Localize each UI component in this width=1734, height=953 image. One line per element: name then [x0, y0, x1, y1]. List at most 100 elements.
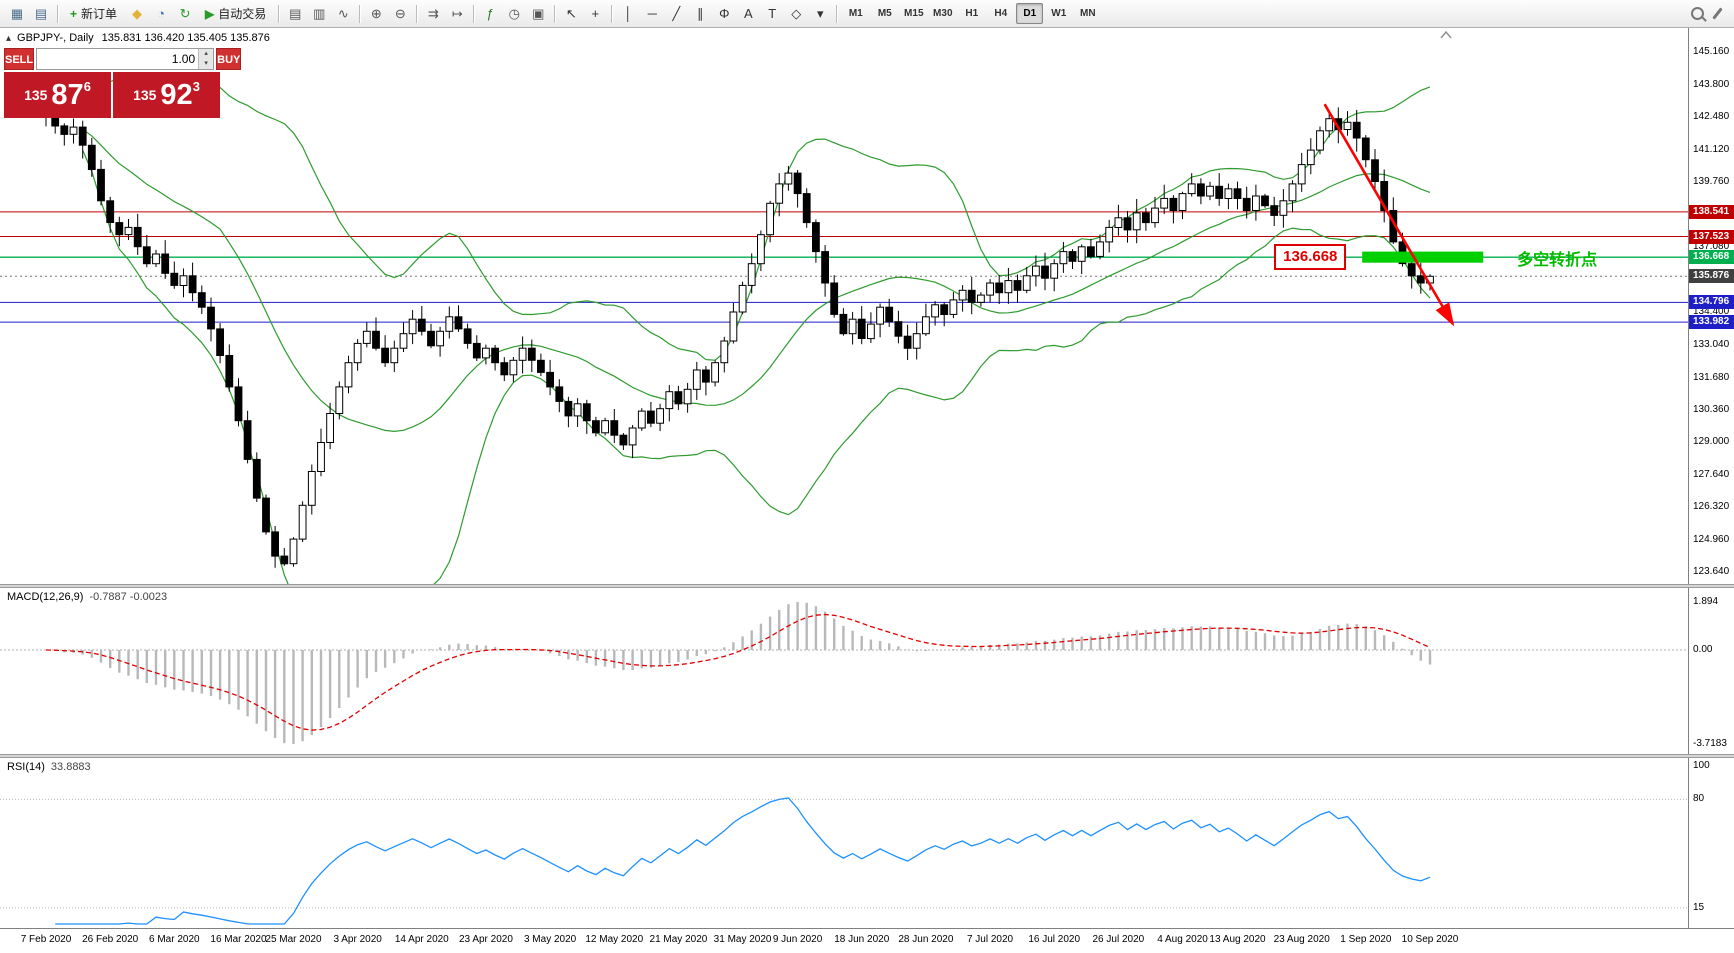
price-tick: 139.760 — [1693, 176, 1730, 188]
candle-body — [802, 193, 811, 224]
refresh-icon[interactable]: ↻ — [179, 5, 191, 21]
search-icon[interactable] — [1691, 7, 1704, 20]
candle-body — [216, 328, 224, 356]
zoom-in-icon[interactable]: ⊕ — [370, 5, 382, 21]
candle-body — [1416, 275, 1425, 284]
candle-body — [537, 359, 545, 373]
candle-body — [848, 318, 857, 335]
buy-price-panel[interactable]: 135 92 3 — [113, 72, 220, 118]
price-chart-canvas[interactable] — [0, 28, 1688, 584]
bar-chart-mode-icon[interactable]: ▤ — [289, 5, 302, 21]
candle-body — [1068, 251, 1077, 262]
label-tool-icon[interactable]: T — [768, 5, 777, 21]
macd-scale[interactable]: 1.894 0.00 -3.7183 — [1688, 588, 1734, 754]
candle-body — [573, 403, 582, 417]
trend-arrow[interactable] — [1323, 103, 1455, 327]
timeframe-h1-button[interactable]: H1 — [965, 8, 979, 19]
toolbar-separator — [473, 4, 475, 23]
timeframe-h4-button[interactable]: H4 — [994, 8, 1008, 19]
candle-body — [188, 275, 197, 294]
horizontal-line-tool-icon[interactable]: ─ — [647, 5, 657, 21]
edit-icon[interactable] — [1712, 7, 1723, 20]
chart-shift-icon[interactable]: ↦ — [451, 5, 463, 21]
candle-body — [601, 420, 610, 434]
crosshair-tool-icon[interactable]: + — [591, 5, 600, 21]
price-tag-134.796: 134.796 — [1689, 295, 1734, 310]
price-scale[interactable]: 145.160143.800142.480141.120139.760138.4… — [1688, 28, 1734, 584]
price-annotation-label[interactable]: 136.668 — [1274, 244, 1347, 271]
timeframe-w1-button[interactable]: W1 — [1051, 8, 1067, 19]
timeframe-m30-button[interactable]: M30 — [933, 8, 953, 19]
vertical-line-tool-icon[interactable]: │ — [624, 5, 633, 21]
timeframe-m5-button[interactable]: M5 — [877, 8, 892, 19]
new-order-button[interactable]: + 新订单 — [63, 3, 124, 25]
rsi-pane-canvas[interactable] — [0, 758, 1688, 928]
candle-body — [197, 292, 206, 308]
rsi-scale[interactable]: 100 80 15 — [1688, 758, 1734, 928]
date-label: 26 Jul 2020 — [1092, 934, 1145, 945]
candle-body — [830, 282, 839, 315]
candle-body — [637, 410, 646, 429]
cursor-tool-icon[interactable]: ↖ — [565, 5, 577, 21]
time-axis[interactable]: 7 Feb 2020 26 Feb 2020 6 Mar 2020 16 Mar 20… — [0, 928, 1734, 953]
auto-scroll-icon[interactable]: ⇉ — [427, 5, 439, 21]
autotrading-button[interactable]: ▶ 自动交易 — [198, 3, 273, 25]
price-tick: 127.640 — [1693, 469, 1730, 481]
pane-separator[interactable] — [0, 584, 1734, 588]
candle-body — [243, 420, 252, 460]
zoom-out-icon[interactable]: ⊖ — [394, 5, 406, 21]
sell-price-panel[interactable]: 135 87 6 — [4, 72, 111, 118]
candle-body — [362, 330, 371, 344]
candlestick-mode-icon[interactable]: ▥ — [313, 5, 326, 21]
volume-input[interactable] — [37, 49, 199, 69]
chart-window[interactable]: 145.160143.800142.480141.120139.760138.4… — [0, 28, 1734, 953]
channel-tool-icon[interactable]: ∥ — [697, 5, 704, 21]
toolbar-separator — [416, 4, 418, 23]
timeframe-mn-button[interactable]: MN — [1080, 8, 1096, 19]
buy-button[interactable]: BUY — [216, 48, 242, 70]
candle-body — [500, 362, 509, 376]
candle-body — [1123, 217, 1132, 231]
turning-point-note[interactable]: 多空转折点 — [1517, 252, 1598, 270]
timeframe-m1-button[interactable]: M1 — [848, 8, 863, 19]
trendline-tool-icon[interactable]: ╱ — [672, 5, 681, 21]
rsi-name: RSI(14) — [7, 761, 45, 773]
candle-body — [665, 391, 674, 410]
candle-body — [1343, 121, 1352, 131]
candle-body — [1361, 137, 1370, 161]
toolbar-separator — [359, 4, 361, 23]
periods-icon[interactable]: ◷ — [508, 5, 520, 21]
candle-body — [1325, 118, 1334, 132]
timeframe-m15-button[interactable]: M15 — [904, 8, 924, 19]
line-chart-mode-icon[interactable]: ∿ — [337, 5, 349, 21]
macd-signal-line — [45, 613, 1431, 731]
one-click-collapse-icon[interactable]: ▴ — [6, 33, 12, 44]
more-tools-icon[interactable]: ▾ — [817, 5, 824, 21]
profiles-icon[interactable]: ▤ — [34, 5, 48, 21]
fibonacci-tool-icon[interactable]: Φ — [719, 5, 730, 21]
date-label: 26 Feb 2020 — [82, 934, 139, 945]
candle-body — [610, 420, 619, 436]
shapes-tool-icon[interactable]: ◇ — [791, 5, 802, 21]
metaeditor-icon[interactable]: ◆ — [132, 5, 143, 21]
candle-body — [1004, 280, 1013, 294]
volume-increase-button[interactable]: ▴ — [198, 49, 214, 59]
pane-separator[interactable] — [0, 754, 1734, 758]
turning-zone-rect[interactable] — [1362, 251, 1484, 263]
candle-body — [1288, 183, 1297, 202]
price-tag-137.523: 137.523 — [1689, 229, 1734, 244]
candle-body — [958, 289, 967, 301]
sell-button[interactable]: SELL — [4, 48, 35, 70]
one-click-trading-panel: SELL ▴ ▾ BUY 135 87 6 135 92 3 — [4, 48, 242, 118]
volume-decrease-button[interactable]: ▾ — [198, 59, 214, 69]
macd-pane-canvas[interactable] — [0, 588, 1688, 754]
indicators-icon[interactable]: ƒ — [486, 5, 494, 21]
one-click-price-row: 135 87 6 135 92 3 — [4, 72, 220, 118]
text-tool-icon[interactable]: A — [743, 5, 753, 21]
candle-body — [399, 333, 408, 349]
new-chart-icon[interactable]: ▦ — [10, 5, 24, 21]
templates-icon[interactable]: ▣ — [532, 5, 545, 21]
data-window-icon[interactable]: ◔ — [157, 5, 165, 21]
timeframe-d1-button[interactable]: D1 — [1016, 3, 1044, 24]
candle-body — [472, 342, 481, 359]
